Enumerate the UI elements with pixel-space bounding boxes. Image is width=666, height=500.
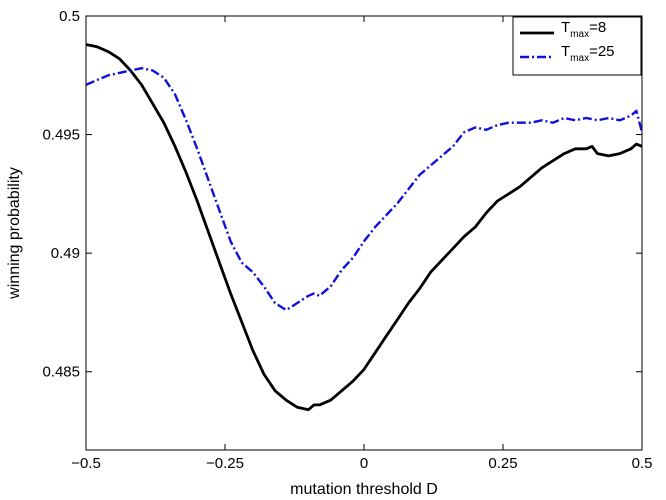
x-tick-label: −0.25: [206, 455, 244, 472]
series-lines: [85, 43, 644, 412]
y-tick-label: 0.485: [42, 364, 80, 381]
y-tick-label: 0.495: [42, 127, 80, 144]
legend-label-2: Tmax=25: [561, 43, 615, 64]
legend-label-1: Tmax=8: [561, 19, 606, 40]
axis-ticks: [85, 15, 643, 450]
y-tick-label: 0.49: [51, 245, 80, 262]
series-line-1: [85, 43, 643, 412]
legend: Tmax=8 Tmax=25: [512, 16, 642, 76]
plot-background: [86, 16, 642, 450]
x-tick-label: 0: [360, 455, 368, 472]
y-tick-label: 0.5: [59, 8, 80, 25]
x-tick-label: −0.5: [71, 455, 101, 472]
x-tick-label: 0.25: [488, 455, 517, 472]
legend-box: [512, 16, 642, 76]
x-axis-label: mutation threshold D: [290, 481, 438, 498]
x-tick-label: 0.5: [632, 455, 653, 472]
tick-labels: −0.5 −0.25 0 0.25 0.5 0.485 0.49 0.495 0.5: [42, 8, 652, 472]
y-axis-label: winning probability: [6, 167, 23, 300]
series-line-2: [85, 67, 644, 312]
